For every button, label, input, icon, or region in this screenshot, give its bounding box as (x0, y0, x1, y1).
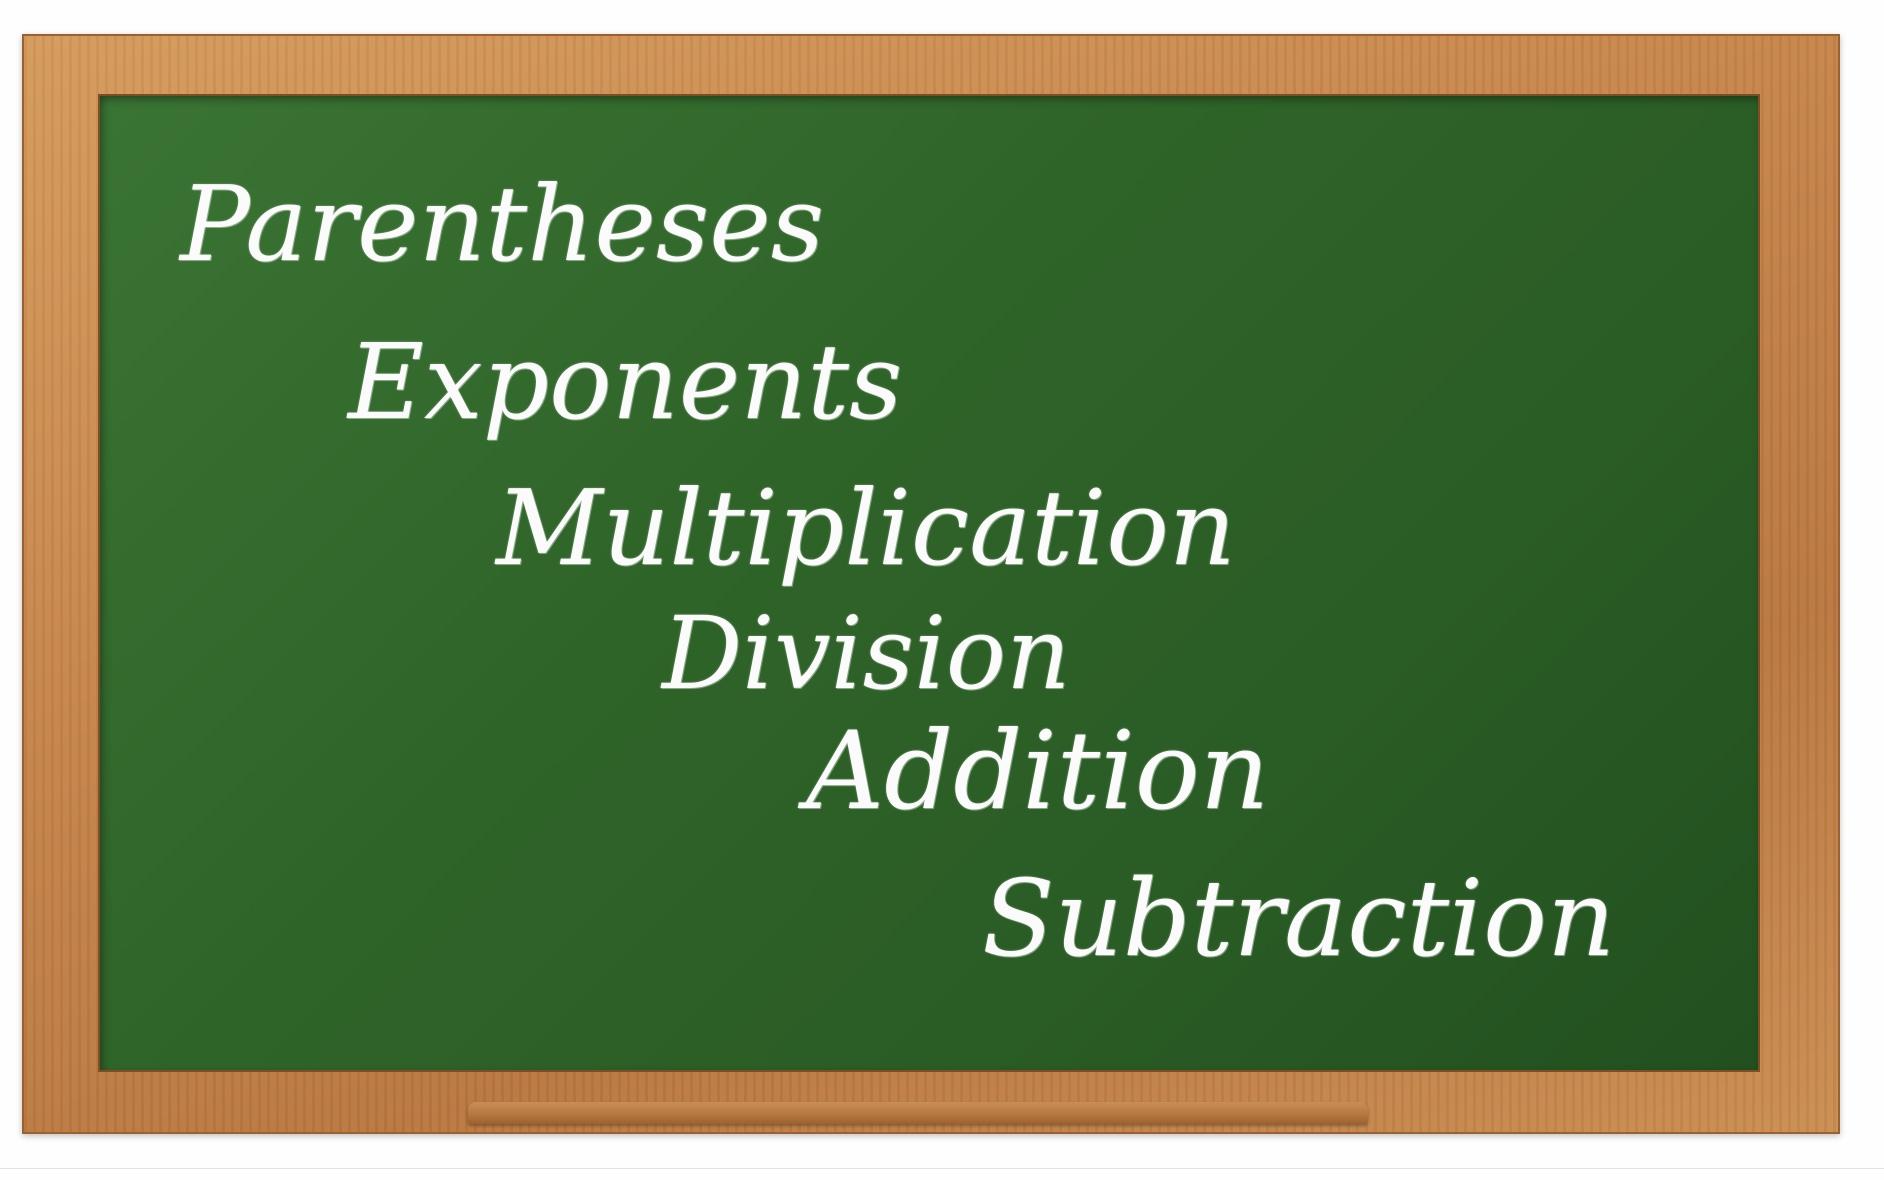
chalkboard (98, 94, 1760, 1072)
word-division: Division (662, 595, 1071, 712)
word-addition: Addition (806, 709, 1270, 834)
word-subtraction: Subtraction (982, 857, 1616, 980)
word-parentheses: Parentheses (180, 163, 825, 285)
word-multiplication: Multiplication (496, 467, 1236, 589)
chalk-tray (468, 1102, 1368, 1124)
word-exponents: Exponents (348, 321, 903, 443)
bottom-divider (0, 1168, 1884, 1169)
